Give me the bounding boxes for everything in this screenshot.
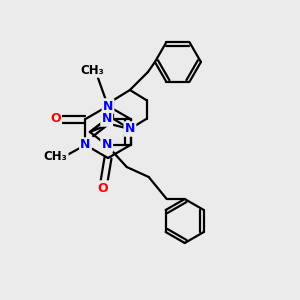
Text: N: N bbox=[103, 100, 113, 112]
Text: N: N bbox=[101, 112, 112, 125]
Text: CH₃: CH₃ bbox=[80, 64, 104, 76]
Text: O: O bbox=[50, 112, 61, 125]
Text: CH₃: CH₃ bbox=[44, 151, 68, 164]
Text: N: N bbox=[101, 139, 112, 152]
Text: O: O bbox=[98, 182, 108, 194]
Text: N: N bbox=[125, 122, 135, 136]
Text: N: N bbox=[80, 139, 91, 152]
